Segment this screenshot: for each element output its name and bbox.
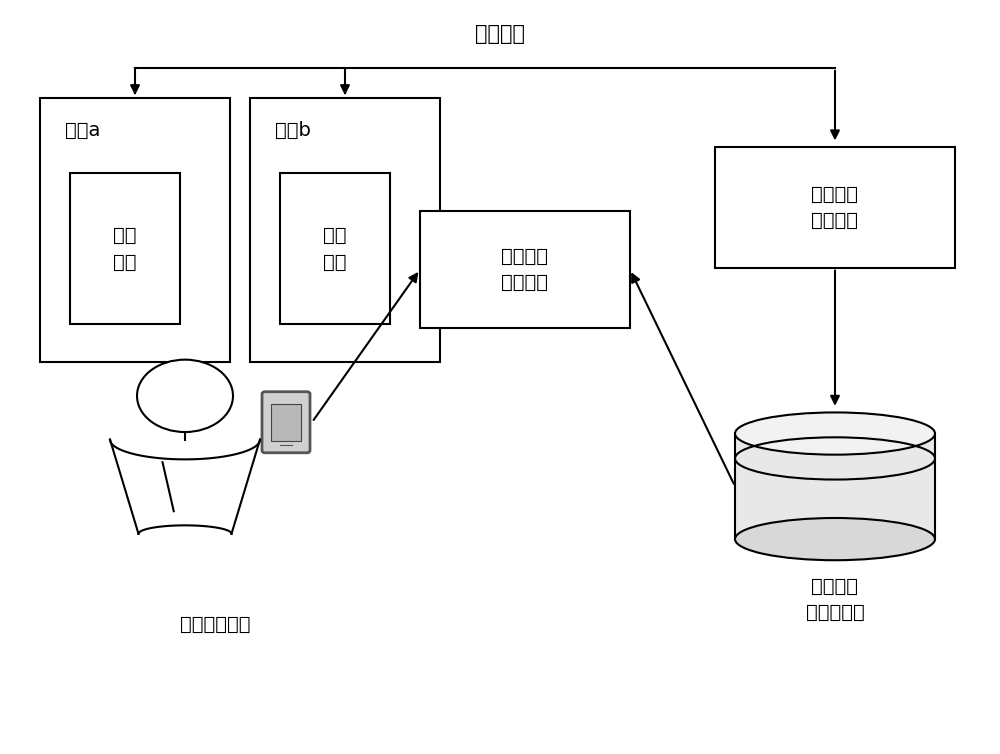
Circle shape [137, 360, 233, 432]
FancyBboxPatch shape [262, 392, 310, 452]
Bar [280, 173, 390, 324]
Bar [420, 211, 630, 328]
Ellipse shape [735, 412, 935, 455]
Bar [70, 173, 180, 324]
Ellipse shape [735, 518, 935, 560]
Bar [735, 434, 935, 539]
Text: 电梯信息
基础数据库: 电梯信息 基础数据库 [806, 577, 864, 622]
Text: 电梯a: 电梯a [65, 121, 100, 139]
Text: 实时监测: 实时监测 [475, 24, 525, 44]
Text: 电梯
部件: 电梯 部件 [323, 226, 347, 271]
Bar [40, 98, 230, 362]
Text: 电梯维保人员: 电梯维保人员 [180, 615, 250, 634]
Bar [271, 404, 301, 442]
Bar [250, 98, 440, 362]
Text: 电梯信息
采集系统: 电梯信息 采集系统 [812, 185, 858, 230]
Text: 电梯
部件: 电梯 部件 [113, 226, 137, 271]
Text: 电梯b: 电梯b [275, 121, 311, 139]
Text: 电梯维保
监控中心: 电梯维保 监控中心 [502, 247, 548, 293]
Bar [715, 147, 955, 268]
